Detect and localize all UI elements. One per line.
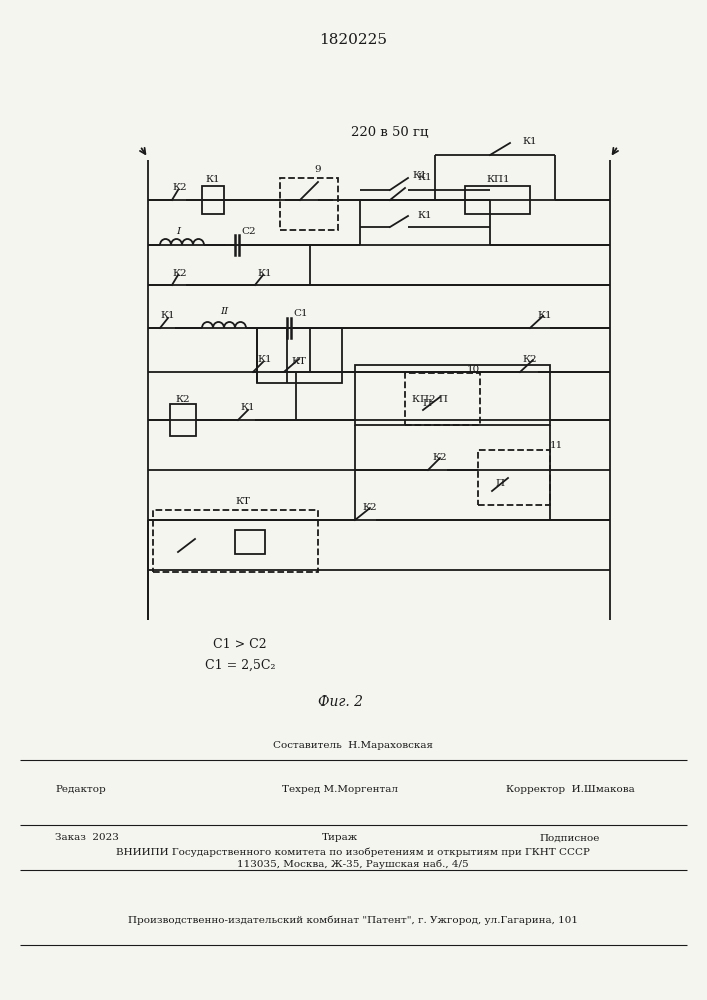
Bar [280, 178, 338, 230]
Text: КП1: КП1 [486, 176, 510, 184]
Text: П: П [496, 479, 505, 488]
Text: Подписное: Подписное [540, 834, 600, 842]
Text: К1: К1 [522, 137, 537, 146]
Bar [235, 530, 265, 554]
Text: К1: К1 [418, 172, 432, 182]
Text: I: I [176, 227, 180, 235]
Text: К2: К2 [363, 504, 378, 512]
Text: С1 > С2: С1 > С2 [214, 639, 267, 652]
Text: П: П [423, 398, 431, 408]
Bar [257, 328, 342, 383]
Bar [153, 510, 318, 572]
Text: C1: C1 [293, 310, 308, 318]
Text: Техред М.Моргентал: Техред М.Моргентал [282, 786, 398, 794]
Bar [465, 186, 530, 214]
Text: Редактор: Редактор [55, 786, 106, 794]
Text: К1: К1 [413, 170, 427, 180]
Text: 220 в 50 гц: 220 в 50 гц [351, 125, 428, 138]
Text: КТ: КТ [291, 357, 307, 365]
Text: ВНИИПИ Государственного комитета по изобретениям и открытиям при ГКНТ СССР: ВНИИПИ Государственного комитета по изоб… [116, 847, 590, 857]
Bar [478, 450, 550, 505]
Text: 11: 11 [549, 442, 563, 450]
Text: К2: К2 [173, 184, 187, 192]
Text: К2: К2 [433, 454, 448, 462]
Text: К1: К1 [206, 176, 221, 184]
Text: К1: К1 [240, 403, 255, 412]
Bar [170, 404, 196, 436]
Text: К1: К1 [418, 211, 432, 220]
Text: 1820225: 1820225 [319, 33, 387, 47]
Text: К1: К1 [160, 312, 175, 320]
Text: К1: К1 [257, 356, 272, 364]
Bar [405, 373, 480, 425]
Text: К1: К1 [257, 268, 272, 277]
Text: 113035, Москва, Ж-35, Раушская наб., 4/5: 113035, Москва, Ж-35, Раушская наб., 4/5 [237, 859, 469, 869]
Text: Составитель  Н.Мараховская: Составитель Н.Мараховская [273, 740, 433, 750]
Text: С1 = 2,5С₂: С1 = 2,5С₂ [205, 658, 275, 672]
Text: Заказ  2023: Заказ 2023 [55, 834, 119, 842]
Text: К1: К1 [538, 312, 552, 320]
Text: К2: К2 [522, 356, 537, 364]
Text: 10: 10 [467, 364, 479, 373]
Text: Тираж: Тираж [322, 834, 358, 842]
Bar [355, 365, 550, 425]
Text: Корректор  И.Шмакова: Корректор И.Шмакова [506, 786, 634, 794]
Text: КТ: КТ [235, 497, 250, 506]
Text: 9: 9 [315, 165, 321, 174]
Text: КП2 П: КП2 П [412, 395, 448, 404]
Text: Производственно-издательский комбинат "Патент", г. Ужгород, ул.Гагарина, 101: Производственно-издательский комбинат "П… [128, 915, 578, 925]
Text: К2: К2 [175, 395, 190, 404]
Text: К2: К2 [173, 268, 187, 277]
Text: II: II [220, 308, 228, 316]
Bar [202, 186, 224, 214]
Text: Фиг. 2: Фиг. 2 [317, 695, 363, 709]
Text: C2: C2 [242, 227, 257, 235]
